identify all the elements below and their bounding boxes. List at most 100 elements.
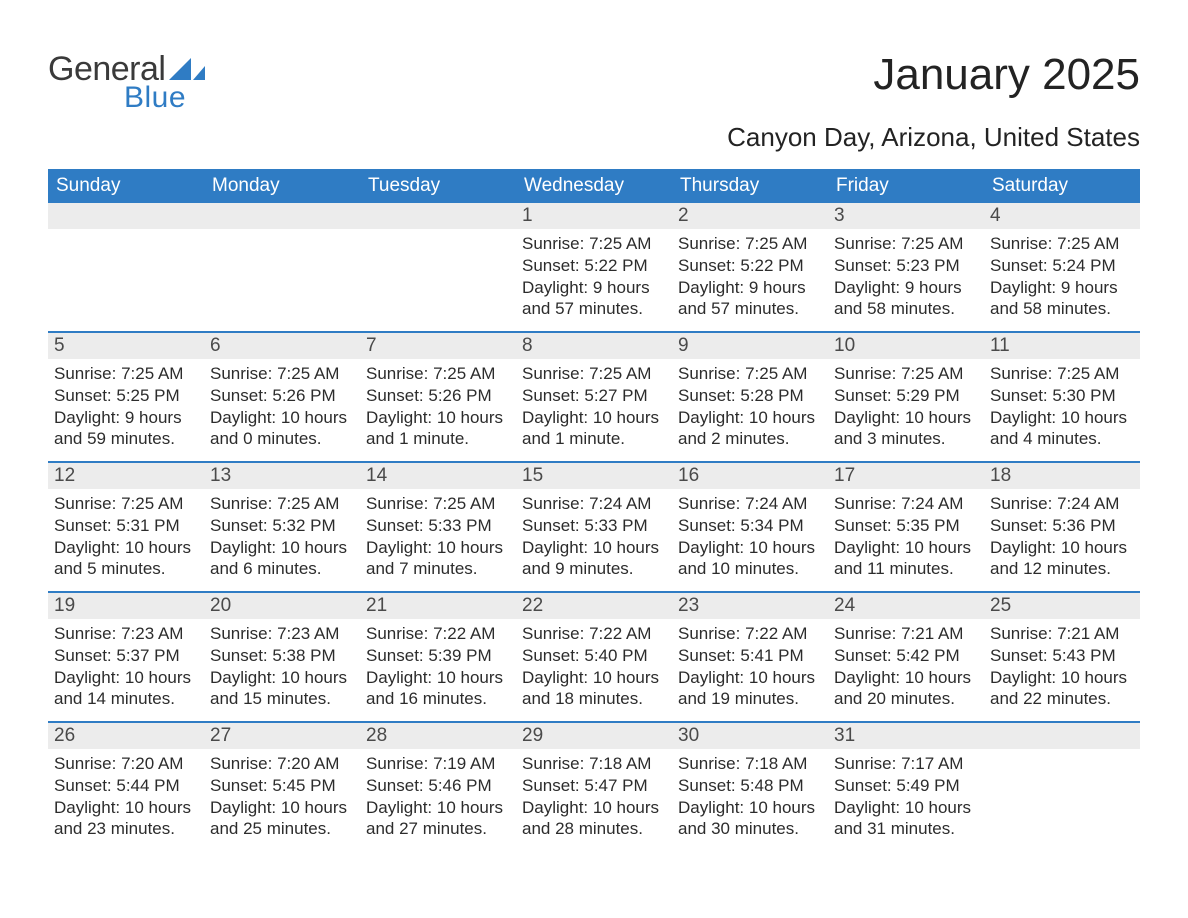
sunset-text: Sunset: 5:48 PM [678,775,822,797]
day-body: Sunrise: 7:25 AMSunset: 5:30 PMDaylight:… [984,359,1140,458]
sunrise-text: Sunrise: 7:25 AM [210,493,354,515]
sunset-text: Sunset: 5:46 PM [366,775,510,797]
day-cell: 17Sunrise: 7:24 AMSunset: 5:35 PMDayligh… [828,463,984,591]
sunset-text: Sunset: 5:35 PM [834,515,978,537]
daylight-text: Daylight: 10 hours and 16 minutes. [366,667,510,711]
day-body: Sunrise: 7:21 AMSunset: 5:42 PMDaylight:… [828,619,984,718]
month-title: January 2025 [727,50,1140,100]
sunrise-text: Sunrise: 7:21 AM [834,623,978,645]
sunrise-text: Sunrise: 7:25 AM [522,233,666,255]
day-number: 13 [204,463,360,489]
day-number: 31 [828,723,984,749]
day-cell: 25Sunrise: 7:21 AMSunset: 5:43 PMDayligh… [984,593,1140,721]
sunset-text: Sunset: 5:39 PM [366,645,510,667]
sunrise-text: Sunrise: 7:25 AM [990,363,1134,385]
day-cell: 15Sunrise: 7:24 AMSunset: 5:33 PMDayligh… [516,463,672,591]
day-number: 23 [672,593,828,619]
sunrise-text: Sunrise: 7:25 AM [834,363,978,385]
day-body: Sunrise: 7:25 AMSunset: 5:28 PMDaylight:… [672,359,828,458]
day-number: 26 [48,723,204,749]
sunrise-text: Sunrise: 7:25 AM [834,233,978,255]
day-cell: 8Sunrise: 7:25 AMSunset: 5:27 PMDaylight… [516,333,672,461]
dow-cell: Sunday [48,169,204,203]
day-number: 3 [828,203,984,229]
day-cell: 26Sunrise: 7:20 AMSunset: 5:44 PMDayligh… [48,723,204,851]
day-body: Sunrise: 7:24 AMSunset: 5:35 PMDaylight:… [828,489,984,588]
day-cell: 20Sunrise: 7:23 AMSunset: 5:38 PMDayligh… [204,593,360,721]
sunrise-text: Sunrise: 7:25 AM [54,363,198,385]
sunset-text: Sunset: 5:28 PM [678,385,822,407]
daylight-text: Daylight: 9 hours and 58 minutes. [834,277,978,321]
day-cell [48,203,204,331]
day-cell: 11Sunrise: 7:25 AMSunset: 5:30 PMDayligh… [984,333,1140,461]
sunset-text: Sunset: 5:40 PM [522,645,666,667]
daylight-text: Daylight: 10 hours and 3 minutes. [834,407,978,451]
dow-cell: Monday [204,169,360,203]
day-number: 29 [516,723,672,749]
sunrise-text: Sunrise: 7:20 AM [54,753,198,775]
sunrise-text: Sunrise: 7:22 AM [522,623,666,645]
sunrise-text: Sunrise: 7:25 AM [366,493,510,515]
sunrise-text: Sunrise: 7:22 AM [366,623,510,645]
daylight-text: Daylight: 10 hours and 27 minutes. [366,797,510,841]
sunrise-text: Sunrise: 7:18 AM [678,753,822,775]
header: General Blue January 2025 Canyon Day, Ar… [48,50,1140,153]
sunrise-text: Sunrise: 7:25 AM [54,493,198,515]
day-number: 17 [828,463,984,489]
day-body: Sunrise: 7:25 AMSunset: 5:33 PMDaylight:… [360,489,516,588]
day-cell: 27Sunrise: 7:20 AMSunset: 5:45 PMDayligh… [204,723,360,851]
day-number: 14 [360,463,516,489]
sunset-text: Sunset: 5:30 PM [990,385,1134,407]
daylight-text: Daylight: 10 hours and 31 minutes. [834,797,978,841]
day-body: Sunrise: 7:22 AMSunset: 5:39 PMDaylight:… [360,619,516,718]
sunrise-text: Sunrise: 7:25 AM [990,233,1134,255]
sunset-text: Sunset: 5:33 PM [366,515,510,537]
day-cell: 1Sunrise: 7:25 AMSunset: 5:22 PMDaylight… [516,203,672,331]
day-number: 1 [516,203,672,229]
sunset-text: Sunset: 5:33 PM [522,515,666,537]
day-body: Sunrise: 7:25 AMSunset: 5:29 PMDaylight:… [828,359,984,458]
sunset-text: Sunset: 5:44 PM [54,775,198,797]
day-number: 4 [984,203,1140,229]
daylight-text: Daylight: 10 hours and 6 minutes. [210,537,354,581]
day-number: 2 [672,203,828,229]
empty-day-number [204,203,360,229]
sunset-text: Sunset: 5:22 PM [522,255,666,277]
sunset-text: Sunset: 5:25 PM [54,385,198,407]
sunrise-text: Sunrise: 7:24 AM [834,493,978,515]
sunrise-text: Sunrise: 7:18 AM [522,753,666,775]
sunset-text: Sunset: 5:32 PM [210,515,354,537]
day-body: Sunrise: 7:24 AMSunset: 5:34 PMDaylight:… [672,489,828,588]
day-cell: 28Sunrise: 7:19 AMSunset: 5:46 PMDayligh… [360,723,516,851]
sunset-text: Sunset: 5:41 PM [678,645,822,667]
day-number: 25 [984,593,1140,619]
empty-day-number [984,723,1140,749]
day-cell: 21Sunrise: 7:22 AMSunset: 5:39 PMDayligh… [360,593,516,721]
daylight-text: Daylight: 10 hours and 7 minutes. [366,537,510,581]
dow-cell: Saturday [984,169,1140,203]
calendar: SundayMondayTuesdayWednesdayThursdayFrid… [48,169,1140,851]
daylight-text: Daylight: 9 hours and 58 minutes. [990,277,1134,321]
day-body: Sunrise: 7:18 AMSunset: 5:48 PMDaylight:… [672,749,828,848]
day-body: Sunrise: 7:25 AMSunset: 5:26 PMDaylight:… [204,359,360,458]
sunset-text: Sunset: 5:22 PM [678,255,822,277]
day-cell [984,723,1140,851]
sunrise-text: Sunrise: 7:21 AM [990,623,1134,645]
day-body: Sunrise: 7:24 AMSunset: 5:33 PMDaylight:… [516,489,672,588]
day-cell: 22Sunrise: 7:22 AMSunset: 5:40 PMDayligh… [516,593,672,721]
day-body: Sunrise: 7:25 AMSunset: 5:26 PMDaylight:… [360,359,516,458]
day-number: 5 [48,333,204,359]
daylight-text: Daylight: 10 hours and 15 minutes. [210,667,354,711]
day-cell [360,203,516,331]
dow-cell: Thursday [672,169,828,203]
day-body: Sunrise: 7:25 AMSunset: 5:27 PMDaylight:… [516,359,672,458]
dow-cell: Wednesday [516,169,672,203]
day-body: Sunrise: 7:22 AMSunset: 5:40 PMDaylight:… [516,619,672,718]
sunrise-text: Sunrise: 7:23 AM [210,623,354,645]
day-body: Sunrise: 7:25 AMSunset: 5:22 PMDaylight:… [516,229,672,328]
day-number: 18 [984,463,1140,489]
week-row: 12Sunrise: 7:25 AMSunset: 5:31 PMDayligh… [48,461,1140,591]
day-number: 11 [984,333,1140,359]
sunrise-text: Sunrise: 7:25 AM [678,363,822,385]
daylight-text: Daylight: 10 hours and 14 minutes. [54,667,198,711]
